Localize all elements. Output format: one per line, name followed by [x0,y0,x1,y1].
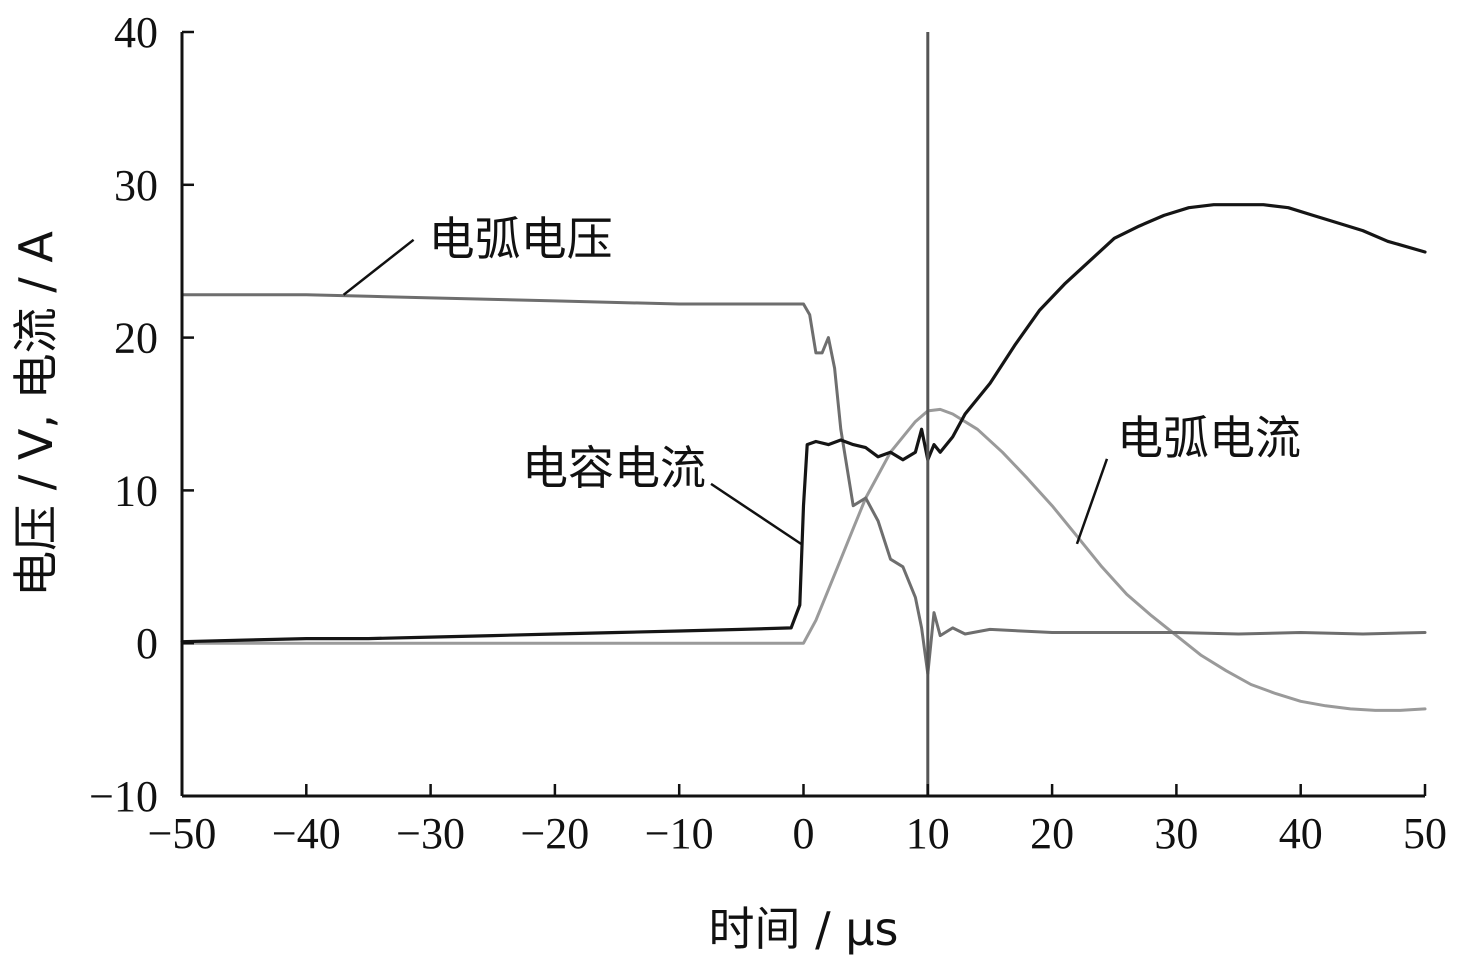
annotation-label: 电弧电压 [429,212,613,266]
x-axis-title: 时间 / μs [709,902,899,956]
x-tick-label: 50 [1403,809,1447,858]
y-axis-title: 电压 / V, 电流 / A [9,231,63,597]
x-tick-label: 0 [793,809,815,858]
x-tick-label: −40 [272,809,341,858]
annotation-leader [710,482,802,545]
y-tick-label: 30 [114,161,158,210]
x-tick-label: −50 [148,809,217,858]
annotation-leader [1075,458,1109,545]
annotation-label: 电弧电流 [1117,411,1301,465]
x-tick-label: 40 [1279,809,1323,858]
y-axis-ticks: −10 0 10 20 30 40 [89,8,194,821]
x-tick-label: 10 [906,809,950,858]
x-tick-label: 20 [1030,809,1074,858]
x-tick-label: 30 [1154,809,1198,858]
y-tick-label: 20 [114,314,158,363]
series-line-2 [180,203,1427,644]
series-layer [180,32,1427,796]
y-tick-label: 40 [114,8,158,57]
x-tick-label: −30 [396,809,465,858]
series-line-3 [180,407,1427,712]
x-tick-label: −20 [520,809,589,858]
annotation-leader [342,238,415,296]
y-tick-label: 0 [136,619,158,668]
y-tick-label: 10 [114,466,158,515]
series-line-1 [180,293,1427,676]
annotation-label: 电容电流 [522,441,706,495]
x-tick-label: −10 [645,809,714,858]
x-axis-ticks: −50 −40 −30 −20 −10 0 10 20 30 40 50 [148,784,1447,858]
y-tick-label: −10 [89,772,158,821]
